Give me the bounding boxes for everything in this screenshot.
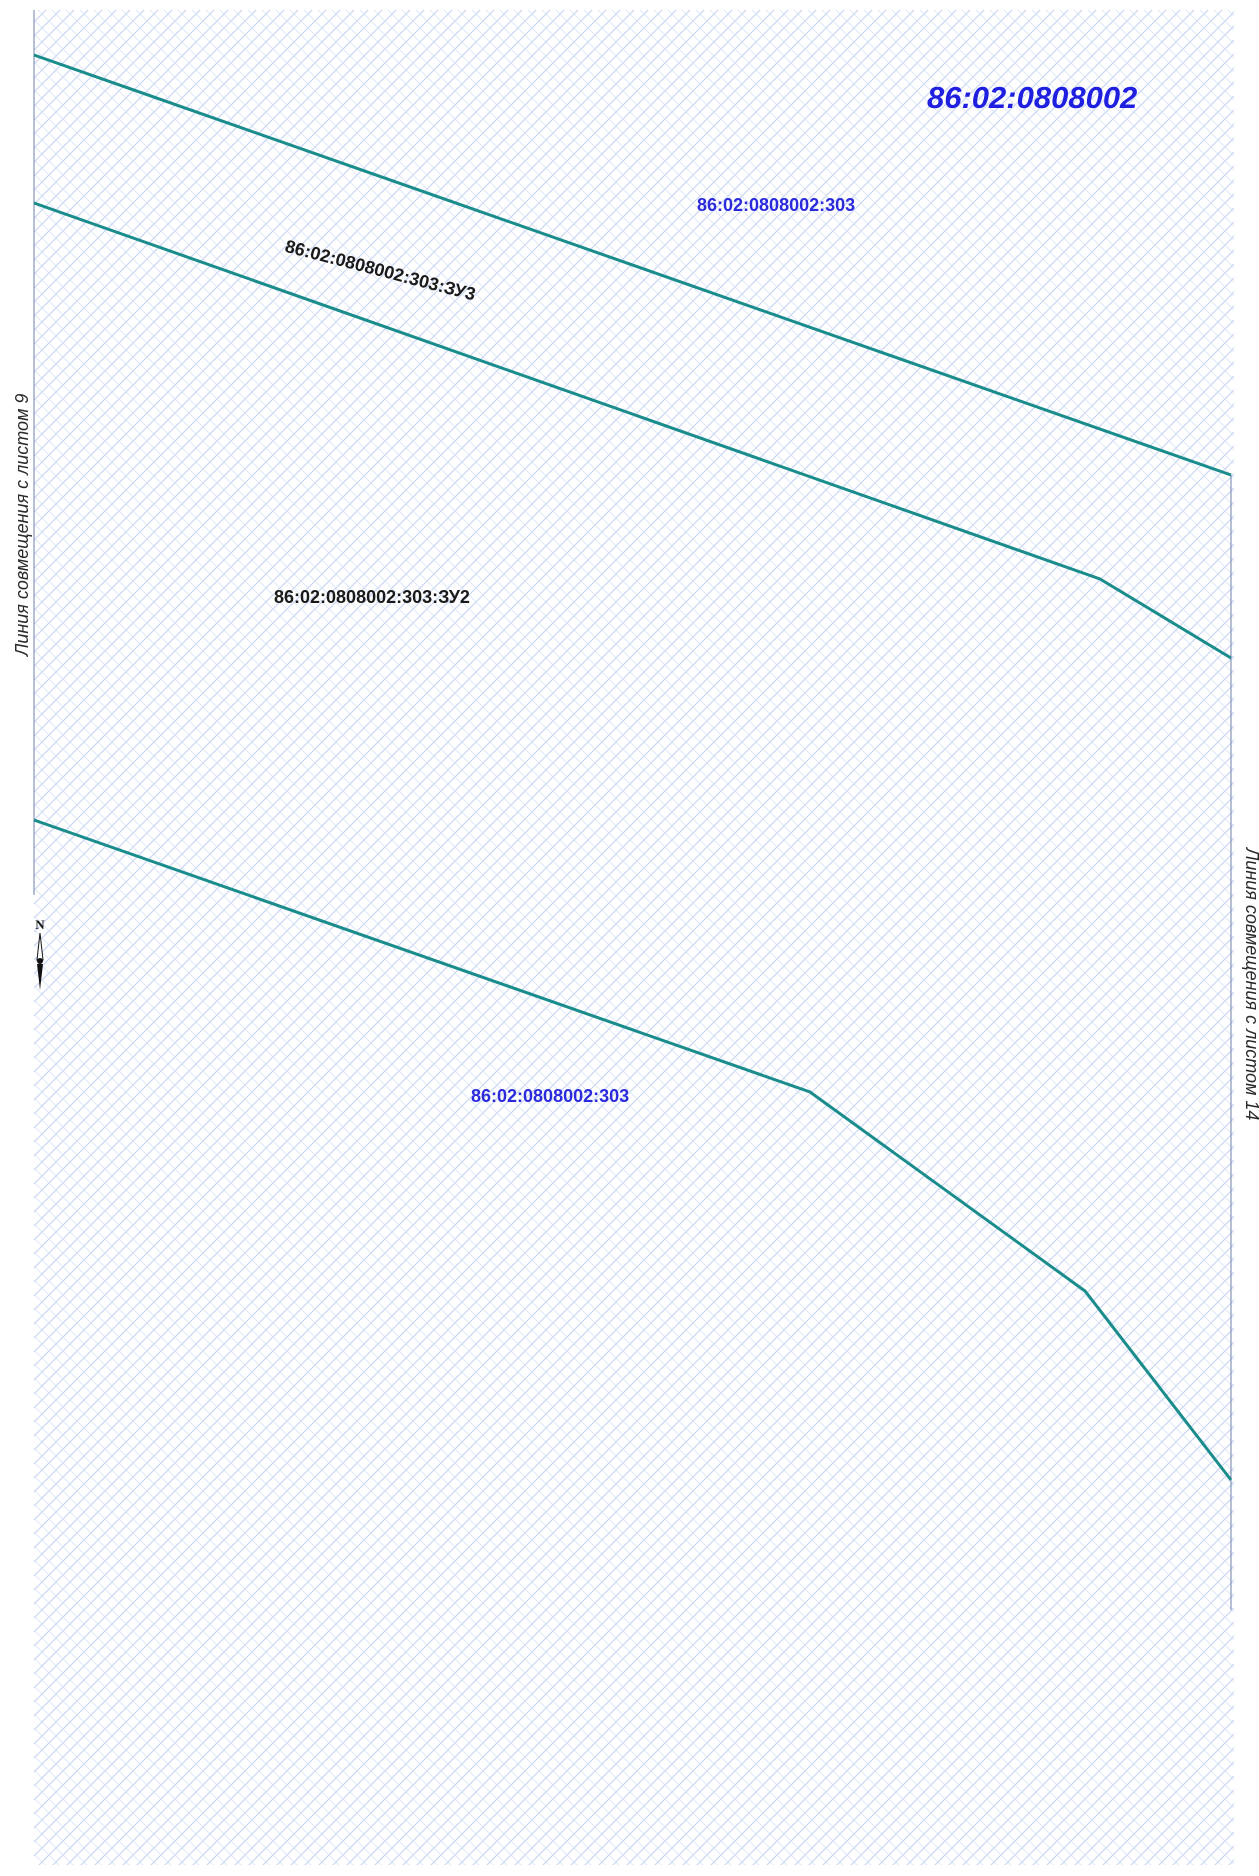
parcel-label-303-bottom: 86:02:0808002:303 [471,1086,630,1106]
match-line-label-left: Линия совмещения с листом 9 [12,393,32,656]
parcel-label-zu2: 86:02:0808002:303:ЗУ2 [274,587,470,607]
boundary-line-2 [33,201,1232,660]
boundary-line-3 [33,818,1233,1481]
parcel-label-303-top: 86:02:0808002:303 [697,195,856,215]
north-arrow-icon: N [35,917,45,990]
map-hatched-area [34,10,1234,1865]
quarter-number-label: 86:02:0808002 [927,80,1138,115]
match-line-label-right: Линия совмещения с листом 14 [1242,848,1259,1121]
boundary-line-1 [33,53,1232,477]
north-arrow-label: N [35,917,45,932]
